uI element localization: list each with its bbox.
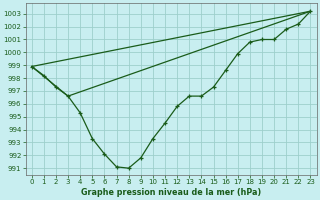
X-axis label: Graphe pression niveau de la mer (hPa): Graphe pression niveau de la mer (hPa) — [81, 188, 261, 197]
